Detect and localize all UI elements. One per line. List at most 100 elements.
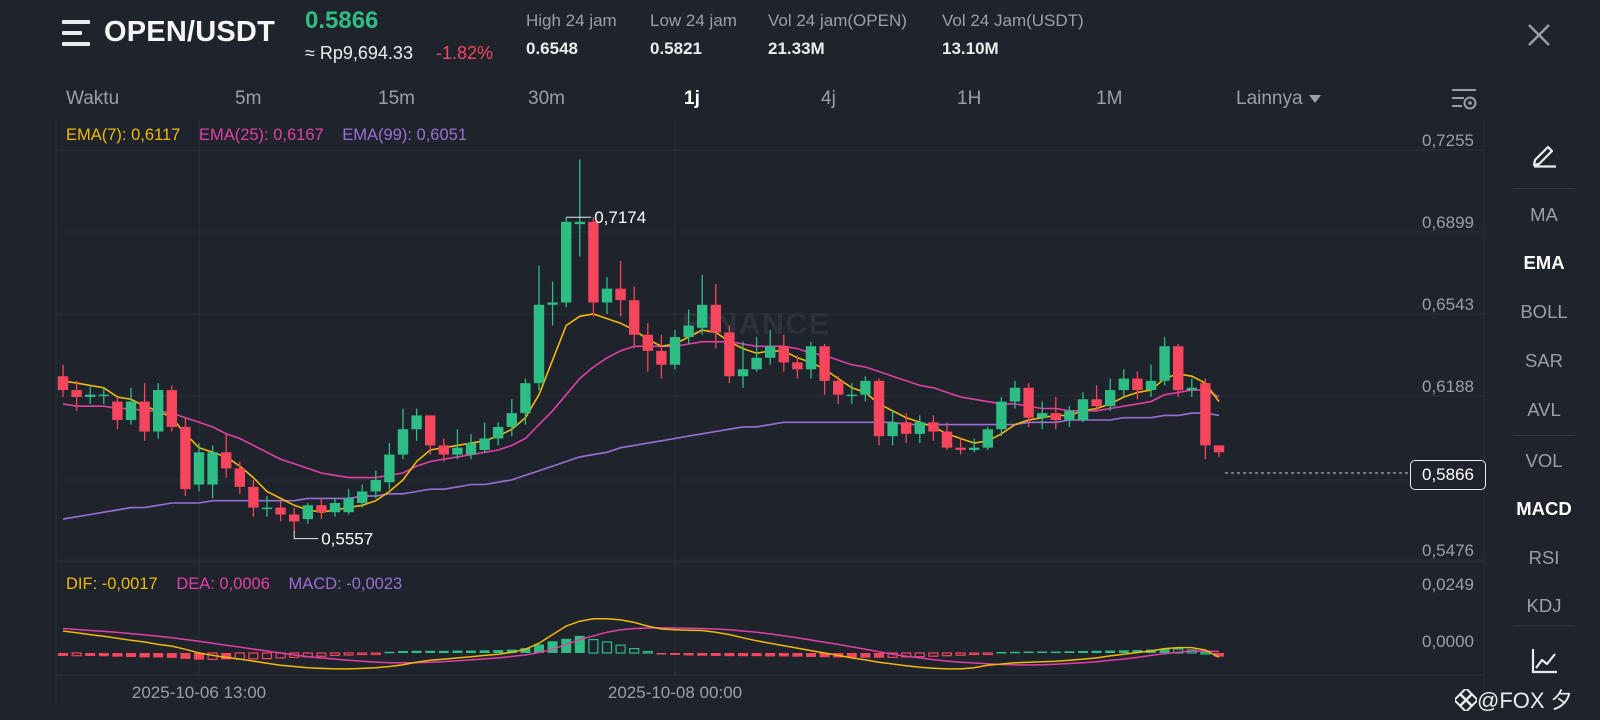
macd-bar — [479, 650, 490, 653]
indicator-boll[interactable]: BOLL — [1520, 301, 1568, 322]
ema25-line — [62, 340, 1220, 479]
indicator-kdj[interactable]: KDJ — [1526, 595, 1562, 615]
macd-bar — [71, 652, 82, 657]
macd-bar — [670, 653, 680, 655]
menu-icon[interactable] — [62, 20, 90, 46]
side-separator — [1513, 435, 1575, 436]
tab-more[interactable]: Lainnya — [1236, 88, 1321, 110]
dif-line — [62, 617, 1220, 670]
macd-bar — [1132, 650, 1143, 653]
tab-5m[interactable]: 5m — [235, 88, 262, 109]
indicator-chart-icon[interactable] — [1531, 648, 1559, 674]
close-icon[interactable] — [1526, 22, 1552, 48]
indicator-macd[interactable]: MACD — [1516, 498, 1572, 519]
macd-bar — [370, 652, 381, 656]
macd-bar — [1023, 651, 1034, 654]
candle — [71, 390, 82, 397]
candle — [289, 514, 300, 522]
candle — [493, 426, 504, 439]
indicator-sar[interactable]: SAR — [1524, 350, 1564, 371]
candle — [1091, 399, 1102, 407]
candle — [465, 443, 477, 455]
candle — [1023, 387, 1034, 418]
macd-bar — [425, 650, 436, 653]
macd-bar — [601, 641, 613, 654]
tab-more-label: Lainnya — [1236, 88, 1303, 109]
macd-bar — [561, 638, 572, 653]
indicator-ema[interactable]: EMA — [1523, 252, 1565, 273]
macd-bar — [1214, 653, 1224, 657]
macd-bar — [221, 653, 232, 660]
candle — [98, 394, 109, 397]
indicator-avl[interactable]: AVL — [1527, 399, 1561, 420]
macd-bar — [384, 651, 395, 654]
last-price: 0.5866 — [305, 7, 379, 34]
chart-settings-icon[interactable] — [1450, 86, 1478, 112]
candle — [370, 479, 381, 492]
macd-bar — [438, 650, 449, 653]
candle — [860, 380, 871, 395]
indicator-ma[interactable]: MA — [1530, 204, 1558, 225]
legend-ema7: EMA(7): 0,6117 — [66, 126, 181, 144]
tab-1j[interactable]: 1j — [684, 88, 700, 109]
macd-bar — [194, 653, 204, 660]
macd-tick-label: 0,0249 — [1422, 575, 1474, 594]
candle — [1159, 346, 1170, 381]
indicator-vol[interactable]: VOL — [1525, 450, 1563, 471]
price-tick-label: 0,5476 — [1422, 541, 1474, 560]
macd-bar — [955, 652, 966, 656]
candle — [261, 507, 273, 510]
tab-4j[interactable]: 4j — [821, 88, 836, 109]
pair-title[interactable]: OPEN/USDT — [104, 16, 275, 48]
tab-15m[interactable]: 15m — [378, 88, 415, 109]
candle — [751, 357, 762, 370]
macd-bar — [656, 653, 667, 655]
macd-bar — [1064, 651, 1075, 653]
stat-vol-open-label: Vol 24 jam(OPEN) — [768, 11, 907, 30]
tab-1h[interactable]: 1H — [957, 88, 982, 109]
stat-vol-usdt-value: 13.10M — [942, 39, 999, 58]
tab-30m[interactable]: 30m — [528, 88, 565, 109]
candle — [969, 447, 980, 450]
candle — [316, 505, 327, 513]
candle — [629, 300, 640, 335]
candle — [452, 447, 463, 455]
candle — [724, 332, 735, 377]
macd-bar — [982, 652, 993, 656]
macd-bar — [697, 653, 708, 656]
candle — [207, 452, 218, 485]
candle — [438, 445, 449, 455]
side-separator — [1513, 188, 1575, 189]
legend-macd-value: MACD: -0,0023 — [288, 575, 403, 593]
macd-bar — [98, 653, 109, 657]
high-marker-label: 0,7174 — [594, 208, 646, 227]
macd-bar — [411, 650, 422, 653]
candle — [683, 325, 694, 338]
candle — [397, 429, 409, 455]
macd-bar — [316, 652, 327, 657]
candle — [221, 452, 232, 469]
tab-1m[interactable]: 1M — [1096, 88, 1123, 109]
candle — [1064, 410, 1075, 421]
price-tick-label: 0,6543 — [1422, 295, 1474, 314]
side-separator — [1513, 625, 1575, 626]
macd-bar — [941, 652, 953, 657]
candle — [928, 422, 939, 432]
macd-bar — [914, 652, 925, 658]
macd-bar — [996, 652, 1007, 654]
macd-bar — [85, 653, 96, 656]
candle — [275, 507, 286, 515]
macd-bar — [466, 650, 476, 653]
macd-bar — [139, 653, 150, 658]
macd-bar — [1091, 650, 1102, 653]
candle — [669, 337, 681, 365]
indicator-rsi[interactable]: RSI — [1528, 547, 1560, 568]
macd-bar — [574, 635, 585, 653]
candle — [125, 401, 137, 421]
pencil-icon[interactable] — [1530, 140, 1558, 168]
macd-bar — [180, 653, 191, 659]
candle — [765, 346, 776, 358]
candle — [778, 346, 789, 363]
candle — [955, 447, 966, 450]
